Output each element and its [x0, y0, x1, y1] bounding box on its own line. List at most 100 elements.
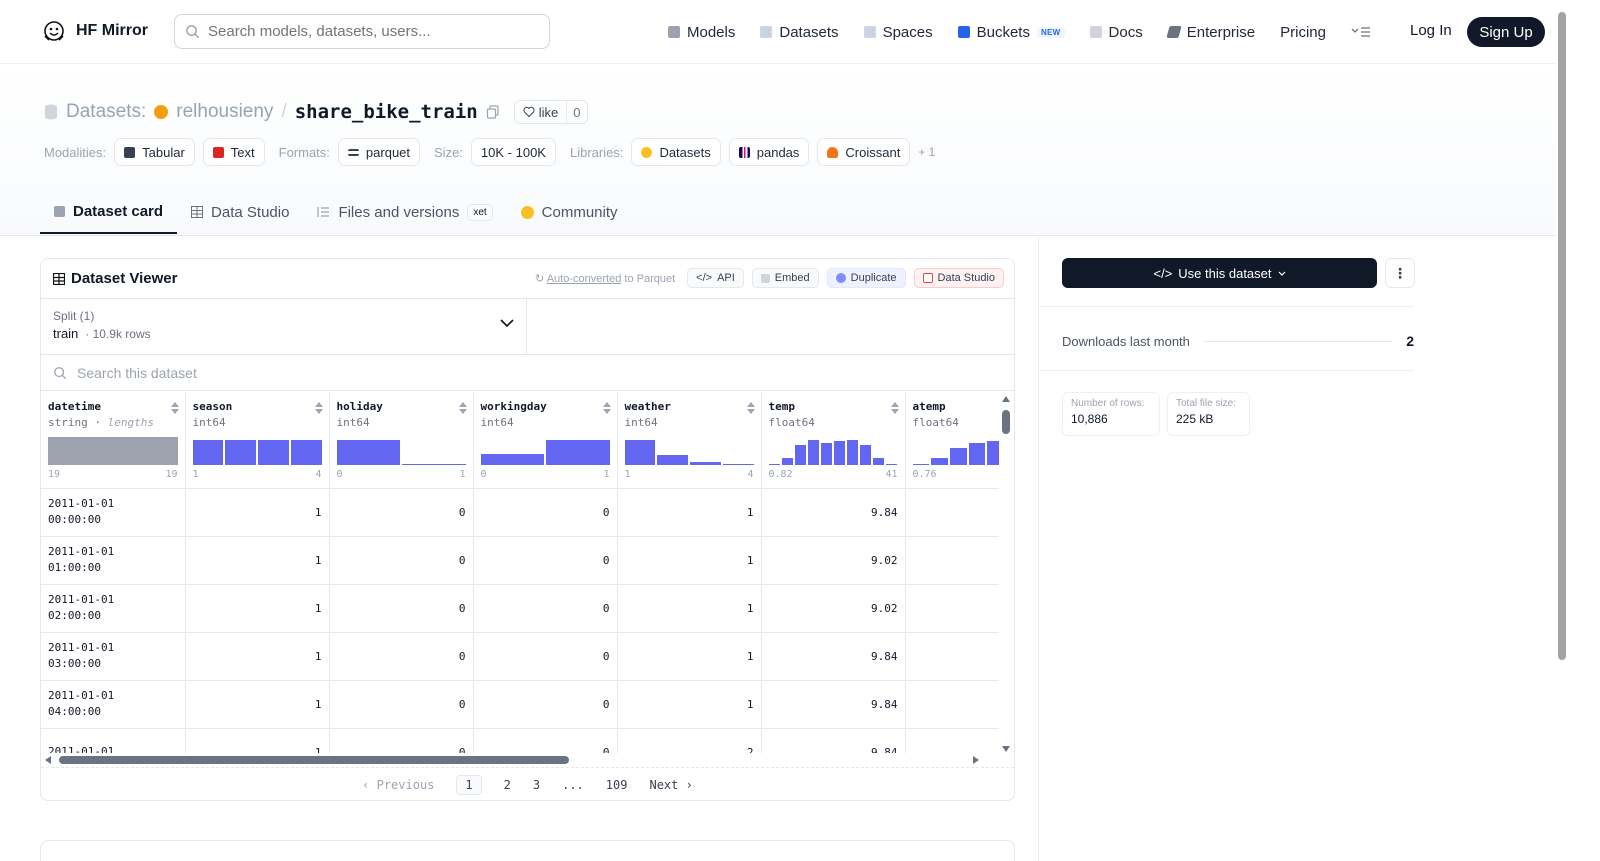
- user-link[interactable]: relhousieny: [176, 101, 274, 122]
- cell-workingday[interactable]: 0: [473, 728, 618, 753]
- embed-button[interactable]: Embed: [751, 268, 819, 288]
- page-scroll-thumb[interactable]: [1558, 12, 1566, 660]
- cell-datetime[interactable]: 2011-01-01 02:00:00: [41, 584, 186, 633]
- copy-icon[interactable]: [486, 105, 500, 119]
- split-selector[interactable]: Split (1) train · 10.9k rows: [41, 299, 527, 354]
- cell-datetime[interactable]: 2011-01-01 00:00:00: [41, 488, 186, 537]
- column-header-weather[interactable]: weather int64 1 4: [617, 392, 762, 489]
- histogram-bar[interactable]: [807, 439, 819, 465]
- cell-temp[interactable]: 9.84: [761, 728, 906, 753]
- histogram-bar[interactable]: [480, 453, 544, 465]
- logo[interactable]: HF Mirror: [42, 19, 148, 43]
- global-search[interactable]: [174, 14, 550, 49]
- histogram-bar[interactable]: [820, 442, 832, 465]
- histogram-bar[interactable]: [690, 462, 721, 465]
- tag-text[interactable]: Text: [202, 138, 265, 166]
- histogram-bar[interactable]: [546, 439, 610, 465]
- horizontal-scrollbar[interactable]: [45, 755, 995, 765]
- previous-page-button[interactable]: ‹ Previous: [362, 777, 435, 792]
- cell-temp[interactable]: 9.02: [761, 584, 906, 633]
- page-109-button[interactable]: 109: [605, 777, 628, 792]
- cell-datetime[interactable]: 2011-01-01: [41, 728, 186, 753]
- cell-temp[interactable]: 9.84: [761, 488, 906, 537]
- tab-files-and-versions[interactable]: Files and versions xet: [303, 190, 506, 234]
- cell-workingday[interactable]: 0: [473, 584, 618, 633]
- cell-season[interactable]: 1: [185, 680, 330, 729]
- tag-datasets[interactable]: Datasets: [631, 138, 721, 166]
- histogram-bar[interactable]: [781, 458, 793, 465]
- cell-season[interactable]: 1: [185, 728, 330, 753]
- sort-icon[interactable]: [602, 402, 611, 414]
- histogram-bar[interactable]: [847, 439, 859, 465]
- page-2-button[interactable]: 2: [503, 777, 511, 792]
- scroll-right-icon[interactable]: [973, 756, 979, 764]
- scroll-down-icon[interactable]: [1002, 746, 1010, 752]
- histogram-bar[interactable]: [873, 458, 885, 465]
- cell-holiday[interactable]: 0: [329, 632, 474, 681]
- cell-atemp[interactable]: [905, 632, 999, 681]
- column-header-season[interactable]: season int64 1 4: [185, 392, 330, 489]
- cell-weather[interactable]: 1: [617, 680, 762, 729]
- global-search-input[interactable]: [208, 23, 528, 40]
- horizontal-scroll-thumb[interactable]: [59, 756, 569, 764]
- cell-season[interactable]: 1: [185, 536, 330, 585]
- cell-holiday[interactable]: 0: [329, 680, 474, 729]
- nav-models[interactable]: Models: [668, 24, 735, 41]
- cell-workingday[interactable]: 0: [473, 488, 618, 537]
- cell-holiday[interactable]: 0: [329, 536, 474, 585]
- cell-season[interactable]: 1: [185, 584, 330, 633]
- data-studio-button[interactable]: Data Studio: [913, 268, 1004, 288]
- table-row[interactable]: 2011-01-01 01:00:00 1 0 0 1 9.02: [41, 536, 999, 585]
- tag-pandas[interactable]: pandas: [728, 138, 810, 166]
- column-header-temp[interactable]: temp float64 0.82 41: [761, 392, 906, 489]
- cell-atemp[interactable]: [905, 680, 999, 729]
- signup-button[interactable]: Sign Up: [1467, 17, 1545, 47]
- histogram-bar[interactable]: [258, 439, 289, 465]
- histogram-bar[interactable]: [225, 439, 256, 465]
- histogram-bar[interactable]: [336, 439, 400, 465]
- tag-croissant[interactable]: Croissant: [817, 138, 911, 166]
- api-button[interactable]: </> API: [687, 268, 744, 288]
- more-options-button[interactable]: ⋮: [1385, 258, 1415, 288]
- table-row[interactable]: 2011-01-01 04:00:00 1 0 0 1 9.84: [41, 680, 999, 729]
- nav-datasets[interactable]: Datasets: [760, 24, 839, 41]
- table-row[interactable]: 2011-01-01 1 0 0 2 9.84: [41, 728, 999, 753]
- cell-holiday[interactable]: 0: [329, 584, 474, 633]
- histogram-bar[interactable]: [968, 442, 986, 465]
- cell-atemp[interactable]: [905, 584, 999, 633]
- cell-season[interactable]: 1: [185, 632, 330, 681]
- sort-icon[interactable]: [746, 402, 755, 414]
- cell-atemp[interactable]: [905, 488, 999, 537]
- cell-weather[interactable]: 1: [617, 536, 762, 585]
- cell-workingday[interactable]: 0: [473, 632, 618, 681]
- cell-datetime[interactable]: 2011-01-01 03:00:00: [41, 632, 186, 681]
- more-libraries[interactable]: + 1: [918, 145, 936, 159]
- nav-enterprise[interactable]: Enterprise: [1166, 24, 1255, 41]
- histogram-bar[interactable]: [290, 439, 322, 465]
- cell-season[interactable]: 1: [185, 488, 330, 537]
- histogram-bar[interactable]: [192, 439, 224, 465]
- cell-datetime[interactable]: 2011-01-01 04:00:00: [41, 680, 186, 729]
- histogram-bar[interactable]: [624, 439, 656, 465]
- tag-size[interactable]: 10K - 100K: [470, 138, 556, 166]
- tag-tabular[interactable]: Tabular: [114, 138, 195, 166]
- page-3-button[interactable]: 3: [532, 777, 541, 792]
- cell-atemp[interactable]: [905, 728, 999, 753]
- histogram-bar[interactable]: [886, 463, 898, 465]
- sort-icon[interactable]: [314, 402, 323, 414]
- sort-icon[interactable]: [458, 402, 467, 414]
- scroll-left-icon[interactable]: [45, 756, 51, 764]
- histogram-bar[interactable]: [987, 441, 999, 465]
- cell-weather[interactable]: 1: [617, 632, 762, 681]
- page-scrollbar[interactable]: [1556, 0, 1568, 861]
- auto-converted-link[interactable]: Auto-converted: [546, 272, 622, 285]
- cell-workingday[interactable]: 0: [473, 536, 618, 585]
- table-row[interactable]: 2011-01-01 02:00:00 1 0 0 1 9.02: [41, 584, 999, 633]
- column-header-datetime[interactable]: datetime string · lengths 19 19: [41, 392, 186, 489]
- nav-docs[interactable]: Docs: [1089, 24, 1143, 41]
- nav-buckets[interactable]: Buckets NEW: [957, 24, 1065, 41]
- histogram-bar[interactable]: [912, 463, 930, 465]
- histogram-bar[interactable]: [722, 464, 754, 465]
- tab-data-studio[interactable]: Data Studio: [177, 190, 303, 234]
- duplicate-button[interactable]: Duplicate: [826, 268, 906, 288]
